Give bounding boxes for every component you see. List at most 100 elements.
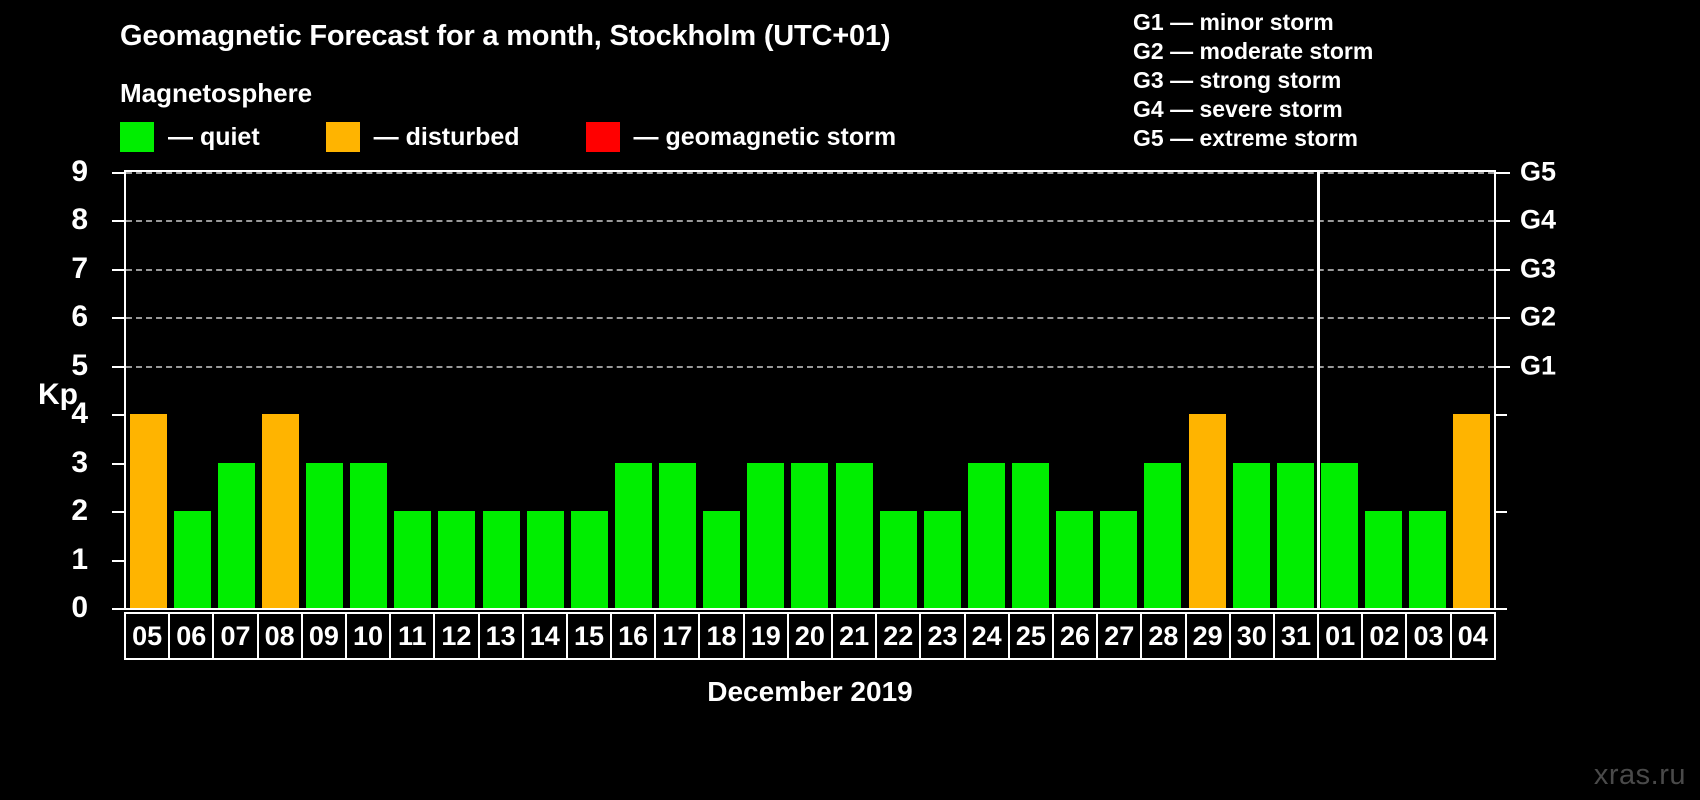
x-axis-day-label[interactable]: 17: [656, 614, 701, 658]
bar-cell[interactable]: [1141, 172, 1185, 608]
bar-cell[interactable]: [876, 172, 920, 608]
x-axis-day-label[interactable]: 28: [1142, 614, 1187, 658]
bar[interactable]: [570, 511, 608, 608]
bar[interactable]: [350, 462, 388, 608]
bar-cell[interactable]: [700, 172, 744, 608]
x-axis-day-label[interactable]: 12: [435, 614, 480, 658]
bar-cell[interactable]: [523, 172, 567, 608]
bar[interactable]: [703, 511, 741, 608]
x-axis-day-label[interactable]: 15: [568, 614, 613, 658]
x-axis-day-label[interactable]: 01: [1319, 614, 1364, 658]
x-axis-day-label[interactable]: 22: [877, 614, 922, 658]
bar-cell[interactable]: [391, 172, 435, 608]
bar-cell[interactable]: [258, 172, 302, 608]
bar-cell[interactable]: [214, 172, 258, 608]
x-axis-day-label[interactable]: 03: [1407, 614, 1452, 658]
gridline: [126, 172, 1494, 174]
x-axis-day-label[interactable]: 21: [833, 614, 878, 658]
bar[interactable]: [482, 511, 520, 608]
y-axis-tick-label: 1: [71, 542, 88, 576]
bar[interactable]: [1320, 462, 1358, 608]
bar[interactable]: [791, 462, 829, 608]
bar-cell[interactable]: [920, 172, 964, 608]
x-axis-day-label[interactable]: 24: [966, 614, 1010, 658]
bar[interactable]: [659, 462, 697, 608]
bar-cell[interactable]: [964, 172, 1008, 608]
bar-cell[interactable]: [1362, 172, 1406, 608]
bar[interactable]: [1365, 511, 1403, 608]
x-axis-day-label[interactable]: 29: [1187, 614, 1231, 658]
bar[interactable]: [306, 462, 344, 608]
bar[interactable]: [129, 414, 167, 608]
bar[interactable]: [1188, 414, 1226, 608]
bar-cell[interactable]: [435, 172, 479, 608]
x-axis-day-label[interactable]: 26: [1054, 614, 1099, 658]
x-axis-day-label[interactable]: 31: [1275, 614, 1320, 658]
bar-cell[interactable]: [1009, 172, 1053, 608]
bar[interactable]: [1276, 462, 1314, 608]
bar-cell[interactable]: [170, 172, 214, 608]
x-axis-day-label[interactable]: 19: [745, 614, 789, 658]
bar-cell[interactable]: [1317, 172, 1361, 608]
bar[interactable]: [1409, 511, 1447, 608]
x-axis-day-label[interactable]: 16: [612, 614, 657, 658]
bar-cell[interactable]: [1406, 172, 1450, 608]
bar-cell[interactable]: [1450, 172, 1494, 608]
bar-cell[interactable]: [303, 172, 347, 608]
g-axis-minor-tick: [1496, 414, 1507, 417]
x-axis-day-label[interactable]: 07: [214, 614, 259, 658]
bar[interactable]: [1144, 462, 1182, 608]
bar[interactable]: [923, 511, 961, 608]
bar[interactable]: [438, 511, 476, 608]
x-axis-day-label[interactable]: 05: [126, 614, 171, 658]
bar[interactable]: [217, 462, 255, 608]
bar-cell[interactable]: [656, 172, 700, 608]
bar-cell[interactable]: [1053, 172, 1097, 608]
y-axis-tick-mark: [112, 220, 124, 223]
x-axis-day-label[interactable]: 25: [1010, 614, 1054, 658]
bar[interactable]: [1232, 462, 1270, 608]
x-axis-day-label[interactable]: 18: [700, 614, 745, 658]
x-axis-day-label[interactable]: 23: [921, 614, 966, 658]
x-axis-day-label[interactable]: 02: [1363, 614, 1408, 658]
bar-cell[interactable]: [611, 172, 655, 608]
bar-cell[interactable]: [788, 172, 832, 608]
bar-cell[interactable]: [1097, 172, 1141, 608]
bar[interactable]: [1453, 414, 1491, 608]
x-axis-day-label[interactable]: 11: [391, 614, 436, 658]
bar-cell[interactable]: [744, 172, 788, 608]
bar-cell[interactable]: [567, 172, 611, 608]
bar[interactable]: [394, 511, 432, 608]
bar[interactable]: [1056, 511, 1094, 608]
x-axis-day-label[interactable]: 04: [1457, 620, 1488, 651]
bar-series: [126, 172, 1494, 608]
bar[interactable]: [967, 462, 1005, 608]
y-axis-tick-label: 2: [71, 494, 88, 528]
bar-cell[interactable]: [479, 172, 523, 608]
g-scale-item-g5: G5 — extreme storm: [1133, 125, 1358, 151]
x-axis-day-label[interactable]: 14: [524, 614, 568, 658]
bar[interactable]: [1012, 462, 1050, 608]
x-axis-day-label[interactable]: 13: [480, 614, 524, 658]
x-axis-day-label[interactable]: 08: [259, 614, 303, 658]
bar-cell[interactable]: [1185, 172, 1229, 608]
bar[interactable]: [835, 462, 873, 608]
bar-cell[interactable]: [1273, 172, 1317, 608]
bar-cell[interactable]: [832, 172, 876, 608]
bar[interactable]: [879, 511, 917, 608]
x-axis-day-label[interactable]: 27: [1098, 614, 1143, 658]
bar[interactable]: [1100, 511, 1138, 608]
x-axis-day-label[interactable]: 30: [1231, 614, 1275, 658]
x-axis-day-label[interactable]: 09: [303, 614, 347, 658]
bar[interactable]: [526, 511, 564, 608]
x-axis-day-label[interactable]: 10: [347, 614, 392, 658]
x-axis-day-label[interactable]: 06: [170, 614, 215, 658]
bar[interactable]: [747, 462, 785, 608]
bar[interactable]: [614, 462, 652, 608]
bar-cell[interactable]: [347, 172, 391, 608]
bar-cell[interactable]: [126, 172, 170, 608]
bar-cell[interactable]: [1229, 172, 1273, 608]
bar[interactable]: [261, 414, 299, 608]
x-axis-day-label[interactable]: 20: [789, 614, 833, 658]
bar[interactable]: [173, 511, 211, 608]
